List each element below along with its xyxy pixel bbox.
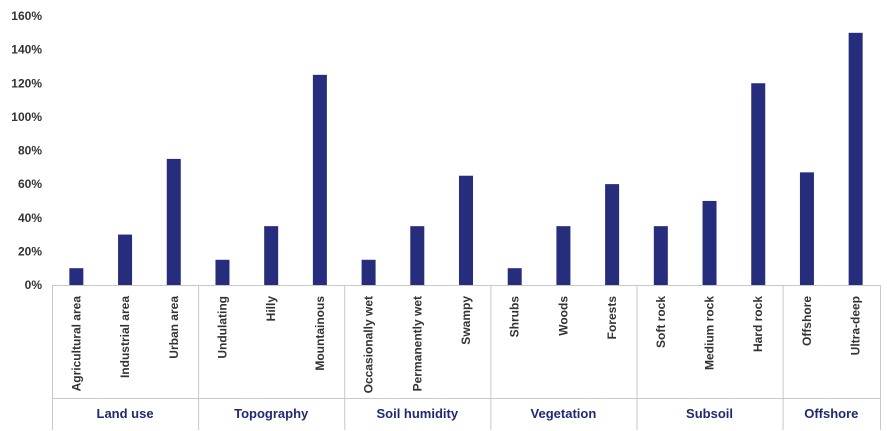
y-tick-label: 140% bbox=[11, 43, 42, 57]
x-axis: Agricultural area Industrial area Urban ar… bbox=[52, 285, 881, 430]
category-label: Urban area bbox=[167, 296, 181, 359]
group-label: Topography bbox=[234, 406, 309, 421]
bar bbox=[215, 259, 230, 285]
y-tick-label: 160% bbox=[11, 9, 42, 23]
bars bbox=[69, 32, 863, 285]
bar bbox=[556, 226, 571, 285]
category-label: Soft rock bbox=[654, 296, 668, 348]
category-label: Medium rock bbox=[703, 296, 717, 370]
category-label: Industrial area bbox=[118, 296, 132, 378]
bar bbox=[312, 74, 327, 285]
bar bbox=[264, 226, 279, 285]
group-label: Offshore bbox=[804, 406, 858, 421]
category-label: Undulating bbox=[215, 296, 229, 359]
y-tick-label: 0% bbox=[25, 278, 43, 292]
category-label: Woods bbox=[556, 296, 570, 336]
bar bbox=[361, 259, 376, 285]
category-label: Hilly bbox=[264, 296, 278, 322]
category-label: Occasionally wet bbox=[362, 296, 376, 393]
category-label: Agricultural area bbox=[69, 296, 83, 392]
group-label: Soil humidity bbox=[376, 406, 458, 421]
y-tick-label: 20% bbox=[18, 244, 42, 258]
category-label: Offshore bbox=[800, 296, 814, 346]
category-label: Hard rock bbox=[751, 296, 765, 352]
group-label: Land use bbox=[97, 406, 154, 421]
category-label: Shrubs bbox=[508, 296, 522, 338]
category-label: Permanently wet bbox=[410, 296, 424, 391]
y-axis: 0% 20% 40% 60% 80% 100% 120% 140% 160% bbox=[11, 9, 42, 292]
y-tick-label: 40% bbox=[18, 211, 42, 225]
category-label: Ultra-deep bbox=[849, 296, 863, 355]
bar bbox=[69, 268, 84, 285]
bar bbox=[799, 172, 814, 285]
group-label: Vegetation bbox=[531, 406, 597, 421]
bar bbox=[166, 158, 181, 285]
bar bbox=[848, 32, 863, 285]
y-tick-label: 60% bbox=[18, 177, 42, 191]
bar bbox=[653, 226, 668, 285]
category-label: Swampy bbox=[459, 296, 473, 345]
bar bbox=[702, 200, 717, 285]
bar bbox=[507, 268, 522, 285]
bar bbox=[605, 184, 620, 285]
y-tick-label: 80% bbox=[18, 144, 42, 158]
y-tick-label: 120% bbox=[11, 76, 42, 90]
bar bbox=[118, 234, 133, 285]
category-label: Forests bbox=[605, 296, 619, 340]
bar bbox=[410, 226, 425, 285]
bar bbox=[459, 175, 473, 285]
bar bbox=[751, 83, 766, 285]
y-tick-label: 100% bbox=[11, 110, 42, 124]
group-label: Subsoil bbox=[686, 406, 733, 421]
category-label: Mountainous bbox=[313, 296, 327, 371]
